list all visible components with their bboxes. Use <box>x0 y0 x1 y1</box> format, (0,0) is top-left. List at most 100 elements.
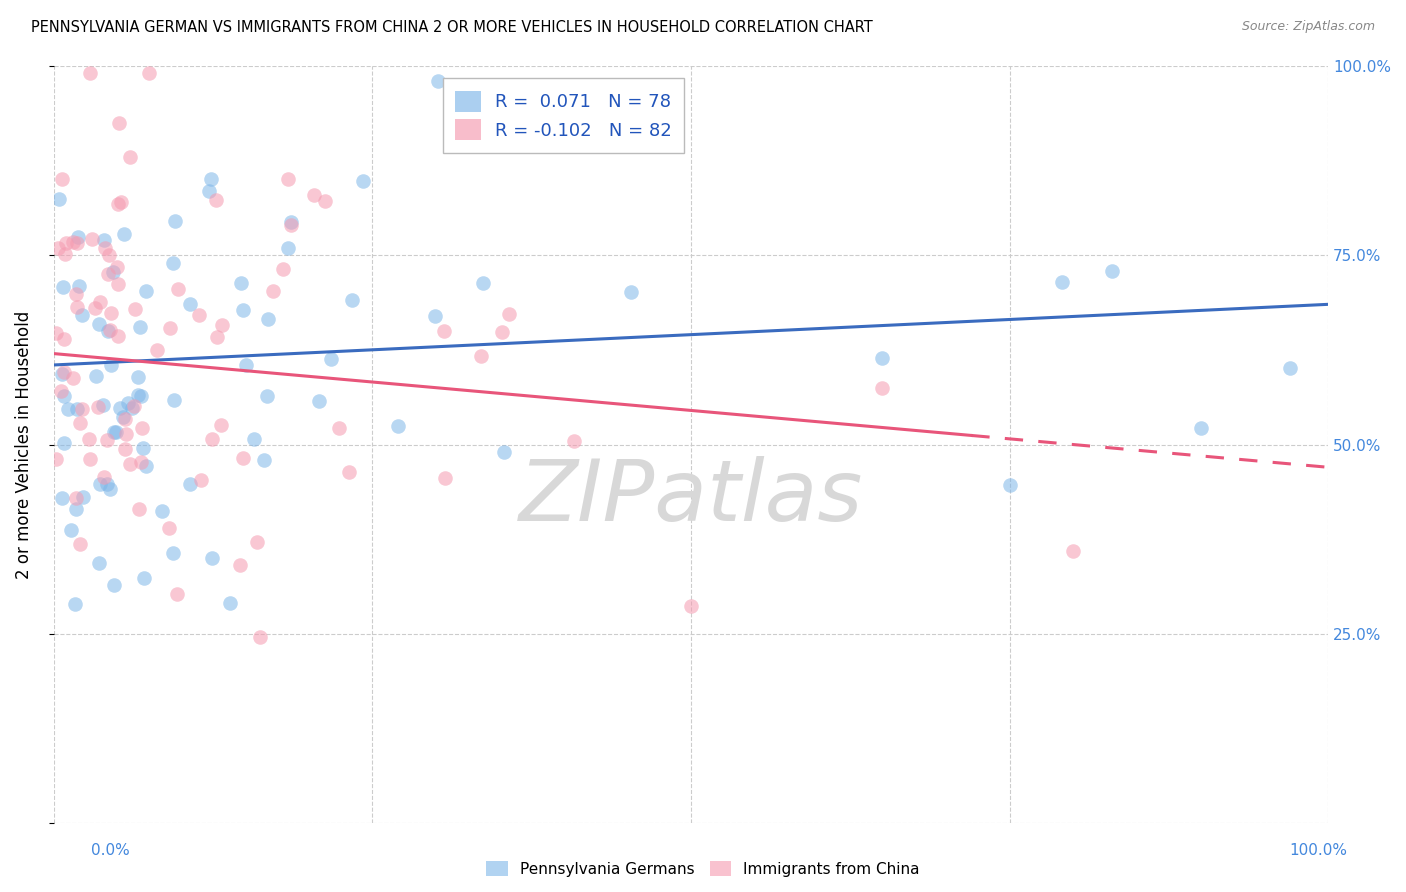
Point <box>62 370 84 384</box>
Point <box>562 434 585 449</box>
Point <box>163 214 186 228</box>
Point <box>129 389 152 403</box>
Point <box>53 332 76 346</box>
Point <box>423 310 446 324</box>
Point <box>620 285 643 299</box>
Point <box>1101 263 1123 277</box>
Point <box>229 276 252 290</box>
Point <box>271 261 294 276</box>
Point <box>492 445 515 459</box>
Point <box>472 276 495 290</box>
Point <box>124 302 146 317</box>
Point <box>188 308 211 322</box>
Point <box>146 343 169 358</box>
Point <box>94 241 117 255</box>
Point <box>263 284 285 298</box>
Point <box>302 188 325 202</box>
Point <box>211 318 233 332</box>
Point <box>387 419 409 434</box>
Point <box>79 66 101 80</box>
Point <box>83 301 105 315</box>
Point <box>62 235 84 249</box>
Point <box>127 370 149 384</box>
Point <box>277 172 299 186</box>
Point <box>104 425 127 439</box>
Point <box>200 172 222 186</box>
Point <box>89 557 111 571</box>
Y-axis label: 2 or more Vehicles in Household: 2 or more Vehicles in Household <box>15 310 32 579</box>
Point <box>870 351 893 366</box>
Point <box>257 311 280 326</box>
Point <box>870 381 893 395</box>
Point <box>96 434 118 448</box>
Point <box>66 300 89 314</box>
Point <box>433 471 456 485</box>
Point <box>45 326 67 341</box>
Point <box>179 297 201 311</box>
Point <box>120 457 142 471</box>
Point <box>114 411 136 425</box>
Point <box>97 267 120 281</box>
Point <box>352 173 374 187</box>
Point <box>129 319 152 334</box>
Point <box>190 473 212 487</box>
Legend: Pennsylvania Germans, Immigrants from China: Pennsylvania Germans, Immigrants from Ch… <box>478 854 928 884</box>
Point <box>110 401 132 416</box>
Point <box>319 352 342 367</box>
Point <box>219 596 242 610</box>
Point <box>1278 361 1301 376</box>
Point <box>1052 275 1074 289</box>
Point <box>207 330 229 344</box>
Point <box>98 248 121 262</box>
Point <box>55 235 77 250</box>
Point <box>51 367 73 381</box>
Point <box>63 597 86 611</box>
Text: Source: ZipAtlas.com: Source: ZipAtlas.com <box>1241 20 1375 33</box>
Point <box>105 260 128 274</box>
Point <box>66 229 89 244</box>
Point <box>114 442 136 456</box>
Point <box>112 409 135 424</box>
Point <box>201 550 224 565</box>
Point <box>229 558 252 573</box>
Point <box>157 521 180 535</box>
Point <box>52 436 75 450</box>
Point <box>340 293 363 308</box>
Point <box>52 279 75 293</box>
Point <box>167 282 190 296</box>
Point <box>46 241 69 255</box>
Point <box>127 387 149 401</box>
Point <box>253 453 276 467</box>
Point <box>103 577 125 591</box>
Point <box>96 477 118 491</box>
Point <box>314 194 336 208</box>
Point <box>65 491 87 505</box>
Point <box>67 278 90 293</box>
Point <box>498 307 520 321</box>
Point <box>60 523 83 537</box>
Point <box>235 358 257 372</box>
Point <box>69 537 91 551</box>
Point <box>128 502 150 516</box>
Point <box>66 402 89 417</box>
Text: PENNSYLVANIA GERMAN VS IMMIGRANTS FROM CHINA 2 OR MORE VEHICLES IN HOUSEHOLD COR: PENNSYLVANIA GERMAN VS IMMIGRANTS FROM C… <box>31 20 873 35</box>
Point <box>53 389 76 403</box>
Point <box>150 504 173 518</box>
Point <box>1189 421 1212 435</box>
Point <box>91 398 114 412</box>
Point <box>135 284 157 298</box>
Point <box>328 421 350 435</box>
Point <box>249 631 271 645</box>
Point <box>117 395 139 409</box>
Point <box>72 490 94 504</box>
Point <box>53 365 76 379</box>
Point <box>159 321 181 335</box>
Point <box>205 193 228 207</box>
Point <box>79 452 101 467</box>
Point <box>84 369 107 384</box>
Point <box>108 116 131 130</box>
Legend: R =  0.071   N = 78, R = -0.102   N = 82: R = 0.071 N = 78, R = -0.102 N = 82 <box>443 78 685 153</box>
Point <box>427 74 450 88</box>
Point <box>166 587 188 601</box>
Point <box>87 400 110 414</box>
